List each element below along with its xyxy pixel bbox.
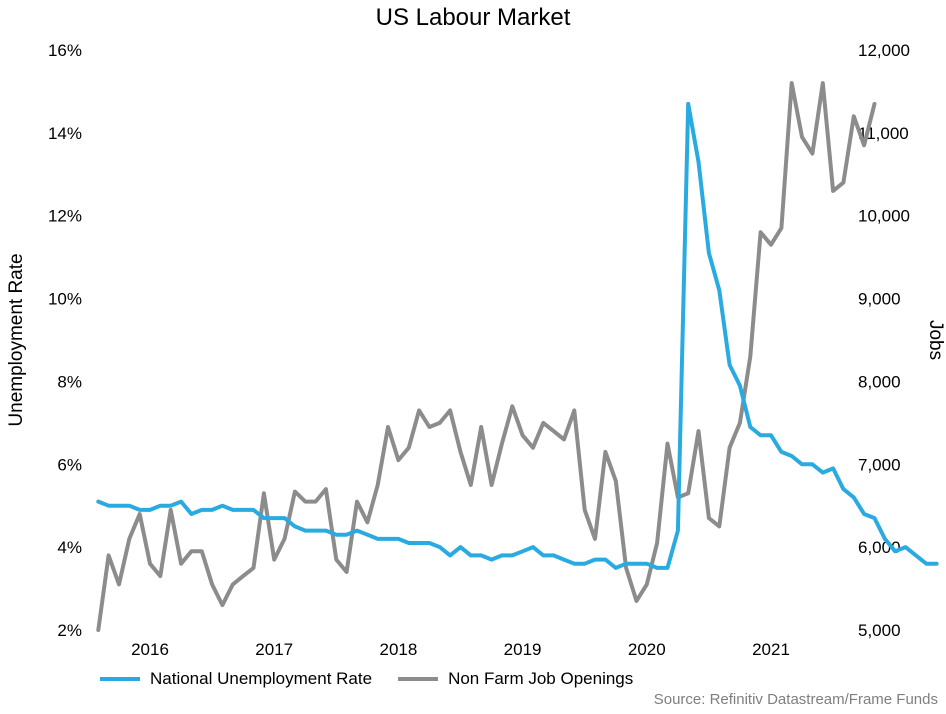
left-tick-label: 8% (57, 372, 82, 391)
right-tick-label: 11,000 (858, 124, 909, 143)
x-tick-label: 2018 (379, 640, 417, 659)
right-tick-label: 10,000 (858, 207, 910, 226)
right-tick-label: 9,000 (858, 290, 901, 309)
x-tick-label: 2019 (504, 640, 542, 659)
x-tick-label: 2021 (752, 640, 790, 659)
left-tick-label: 4% (57, 538, 82, 557)
chart-title: US Labour Market (375, 4, 571, 31)
legend: National Unemployment Rate Non Farm Job … (100, 668, 659, 690)
left-axis-title: Unemployment Rate (6, 253, 27, 426)
series-layer (96, 81, 939, 632)
x-tick-label: 2017 (255, 640, 293, 659)
source-note: Source: Refinitiv Datastream/Frame Funds (653, 691, 938, 708)
right-axis-title: Jobs (925, 320, 946, 360)
right-tick-label: 7,000 (858, 455, 901, 474)
left-tick-label: 14% (48, 124, 82, 143)
x-tick-label: 2020 (628, 640, 666, 659)
legend-item-unemployment: National Unemployment Rate (100, 669, 372, 689)
legend-swatch-unemployment (100, 677, 140, 681)
right-tick-label: 5,000 (858, 621, 901, 640)
right-tick-label: 12,000 (858, 41, 910, 60)
left-tick-label: 2% (57, 621, 82, 640)
left-tick-label: 12% (48, 207, 82, 226)
left-tick-label: 10% (48, 290, 82, 309)
job-openings-line (96, 81, 877, 632)
right-tick-label: 8,000 (858, 372, 901, 391)
left-tick-label: 16% (48, 41, 82, 60)
left-tick-label: 6% (57, 455, 82, 474)
legend-label-unemployment: National Unemployment Rate (150, 669, 373, 688)
x-tick-label: 2016 (131, 640, 169, 659)
legend-swatch-job-openings (398, 677, 439, 681)
unemployment-rate-line (96, 101, 939, 570)
axes-layer: 2%4%6%8%10%12%14%16%5,0006,0007,0008,000… (6, 41, 946, 659)
legend-item-job-openings: Non Farm Job Openings (398, 669, 633, 689)
legend-label-job-openings: Non Farm Job Openings (448, 669, 634, 688)
